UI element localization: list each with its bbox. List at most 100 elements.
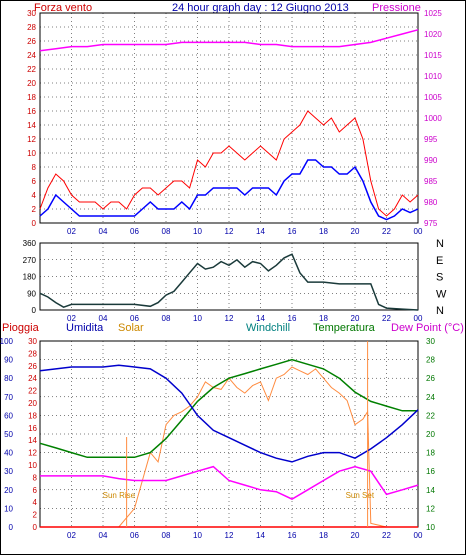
x-tick-label: 02 [67,531,76,540]
compass-label: S [436,272,443,284]
humidity-y-tick: 90 [4,356,13,365]
wind-pressure-panel: 02 04 06 08 10 12 14 16 18 20 22 000246810121416182… [27,9,442,236]
x-tick-label: 22 [382,314,391,323]
wind-y-tick: 2 [32,205,37,214]
weather-panel: 02 04 06 08 10 12 14 16 18 20 22 000102030405060708… [0,337,435,540]
rain-y-tick: 28 [28,349,37,358]
temperature-y-tick: 12 [426,504,435,513]
x-tick-label: 08 [162,314,171,323]
wind-axis-title: Forza vento [34,2,92,14]
x-tick-label: 12 [225,531,234,540]
direction-y-tick: 90 [27,289,36,298]
pressure-y-tick: 1015 [424,51,442,60]
x-tick-label: 08 [162,227,171,236]
rain-y-tick: 8 [33,473,38,482]
pressure-y-tick: 980 [424,198,438,207]
temperature-y-tick: 22 [426,411,435,420]
x-tick-label: 10 [193,227,202,236]
humidity-y-tick: 70 [4,393,13,402]
panel3-ticks: 02 04 06 08 10 12 14 16 18 20 22 000102030405060708… [0,337,435,540]
humidity-y-tick: 100 [0,337,14,346]
rain-y-tick: 22 [28,387,37,396]
legend-temperature: Temperatura [313,322,376,334]
wind-average-line [39,159,419,221]
wind-y-tick: 30 [27,9,36,18]
direction-y-tick: 0 [32,306,37,315]
wind-y-tick: 16 [27,107,36,116]
rain-y-tick: 24 [28,374,37,383]
rain-y-tick: 2 [33,511,38,520]
compass-label: E [436,255,443,267]
humidity-line [39,364,419,463]
pressure-y-tick: 985 [424,177,438,186]
pressure-y-tick: 995 [424,135,438,144]
x-tick-label: 00 [414,531,423,540]
wind-y-tick: 28 [27,23,36,32]
x-tick-label: 00 [414,314,423,323]
x-tick-label: 02 [67,314,76,323]
humidity-y-tick: 20 [4,486,13,495]
x-tick-label: 10 [193,531,202,540]
solar-line [40,366,418,528]
temperature-y-tick: 26 [426,374,435,383]
x-tick-label: 22 [382,227,391,236]
rain-y-tick: 6 [33,486,38,495]
humidity-y-tick: 0 [9,523,14,532]
temperature-y-tick: 24 [426,393,435,402]
wind-y-tick: 8 [32,163,37,172]
rain-y-tick: 16 [28,424,37,433]
x-tick-label: 00 [414,227,423,236]
direction-y-tick: 270 [23,256,37,265]
wind-y-tick: 4 [32,191,37,200]
x-tick-label: 06 [130,314,139,323]
temperature-y-tick: 28 [426,356,435,365]
compass-label: N [436,305,444,317]
direction-y-tick: 360 [23,239,37,248]
temperature-y-tick: 10 [426,523,435,532]
panel3-grid [40,341,419,527]
humidity-y-tick: 40 [4,449,13,458]
x-tick-label: 14 [256,227,265,236]
x-tick-label: 04 [99,314,108,323]
wind-y-tick: 24 [27,51,36,60]
chart-title: 24 hour graph day : 12 Giugno 2013 [172,2,349,14]
panel1-ticks: 02 04 06 08 10 12 14 16 18 20 22 000246810121416182… [27,9,442,236]
rain-y-tick: 20 [28,399,37,408]
wind-direction-line [39,253,419,311]
humidity-y-tick: 10 [4,504,13,513]
pressure-y-tick: 1020 [424,30,442,39]
x-tick-label: 14 [256,531,265,540]
x-tick-label: 18 [319,227,328,236]
x-tick-label: 14 [256,314,265,323]
x-tick-label: 20 [351,227,360,236]
legend-dewpoint: Dew Point (°C) [391,322,464,334]
x-tick-label: 18 [319,531,328,540]
rain-y-tick: 4 [33,498,38,507]
compass-label: W [436,288,447,300]
x-tick-label: 08 [162,531,171,540]
humidity-y-tick: 60 [4,411,13,420]
pressure-y-tick: 1005 [424,93,442,102]
x-tick-label: 02 [67,227,76,236]
temperature-y-tick: 20 [426,430,435,439]
x-tick-label: 04 [99,227,108,236]
x-tick-label: 20 [351,531,360,540]
pressure-y-tick: 975 [424,219,438,228]
rain-y-tick: 0 [33,523,38,532]
legend-humidity: Umidita [66,322,104,334]
rain-y-tick: 12 [28,449,37,458]
rain-y-tick: 18 [28,411,37,420]
temperature-y-tick: 14 [426,486,435,495]
legend-windchill: Windchill [246,322,290,334]
wind-y-tick: 26 [27,37,36,46]
humidity-y-tick: 80 [4,374,13,383]
sunrise-label: Sun Rise [103,491,136,500]
wind-gust-line [39,110,419,217]
x-tick-label: 18 [319,314,328,323]
sunset-label: Sun Set [346,491,375,500]
wind-y-tick: 22 [27,65,36,74]
legend-solar: Solar [118,322,144,334]
